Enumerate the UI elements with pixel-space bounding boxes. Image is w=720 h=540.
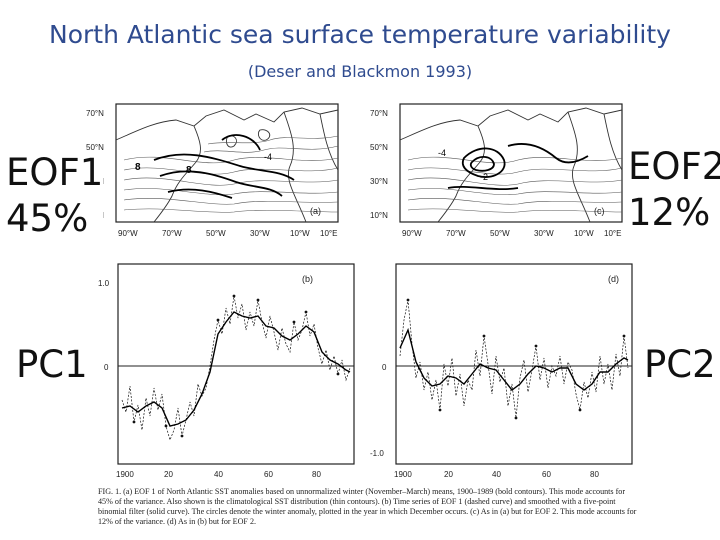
pc1-label: PC1 xyxy=(16,342,88,388)
ts-y-tick: 1.0 xyxy=(98,279,110,288)
map-lat-tick: 50°N xyxy=(86,143,104,152)
svg-text:8: 8 xyxy=(186,165,192,176)
ts-x-tick: 60 xyxy=(542,470,551,479)
eof2-label: EOF2 12% xyxy=(628,144,720,236)
ts-x-tick: 20 xyxy=(164,470,173,479)
map-lon-tick: 10°W xyxy=(290,229,310,238)
pc2-name: PC2 xyxy=(644,343,716,386)
map-lat-tick: 50°N xyxy=(370,143,388,152)
pc1-name: PC1 xyxy=(16,343,88,386)
map-panel-label: (a) xyxy=(310,206,321,216)
ts-y-tick: 0 xyxy=(382,363,387,372)
map-lon-tick: 70°W xyxy=(446,229,466,238)
ts-x-tick: 40 xyxy=(492,470,501,479)
svg-text:-2: -2 xyxy=(480,172,488,182)
eof1-name: EOF1 xyxy=(6,151,104,194)
map-lon-tick: 50°W xyxy=(490,229,510,238)
svg-text:-4: -4 xyxy=(264,152,272,162)
pc2-timeseries-panel: (d) 0 -1.0 1900 20 40 60 80 xyxy=(368,260,636,486)
map-panel-label: (c) xyxy=(594,206,605,216)
ts-x-tick: 20 xyxy=(444,470,453,479)
map-panel-eof1: 8 8 -4 (a) 70°N 50°N 30°N 10°N 90°W 70°W… xyxy=(84,100,346,248)
ts-panel-label: (b) xyxy=(302,274,313,284)
map-lon-tick: 30°W xyxy=(534,229,554,238)
ts-x-tick: 1900 xyxy=(394,470,412,479)
pc2-timeseries-figure: (d) 0 -1.0 1900 20 40 60 80 xyxy=(370,263,633,479)
map-lon-tick: 70°W xyxy=(162,229,182,238)
map-panel-eof2: -4 -2 (c) 70°N 50°N 30°N 10°N 90°W 70°W … xyxy=(368,100,630,248)
ts-x-tick: 1900 xyxy=(116,470,134,479)
ts-panel-label: (d) xyxy=(608,274,619,284)
pc2-label: PC2 xyxy=(644,342,716,388)
map-lon-tick: 30°W xyxy=(250,229,270,238)
eof2-percent: 12% xyxy=(628,191,711,234)
eof2-map-figure: -4 -2 (c) 70°N 50°N 30°N 10°N 90°W 70°W … xyxy=(370,103,623,238)
ts-x-tick: 80 xyxy=(312,470,321,479)
map-lon-tick: 90°W xyxy=(402,229,422,238)
ts-x-tick: 80 xyxy=(590,470,599,479)
eof1-label: EOF1 45% xyxy=(6,150,104,242)
svg-text:8: 8 xyxy=(135,162,141,173)
slide-title: North Atlantic sea surface temperature v… xyxy=(49,20,671,49)
map-lon-tick: 10°E xyxy=(604,229,621,238)
map-lat-tick: 30°N xyxy=(370,177,388,186)
map-lon-tick: 10°W xyxy=(574,229,594,238)
ts-x-tick: 60 xyxy=(264,470,273,479)
eof1-map-figure: 8 8 -4 (a) 70°N 50°N 30°N 10°N 90°W 70°W… xyxy=(86,103,339,238)
slide-subtitle: (Deser and Blackmon 1993) xyxy=(247,62,473,81)
map-lat-tick: 10°N xyxy=(370,211,388,220)
ts-x-tick: 40 xyxy=(214,470,223,479)
figure-caption: FIG. 1. (a) EOF 1 of North Atlantic SST … xyxy=(98,487,637,526)
map-lon-tick: 50°W xyxy=(206,229,226,238)
svg-text:-4: -4 xyxy=(438,148,446,158)
map-lat-tick: 70°N xyxy=(86,109,104,118)
eof1-percent: 45% xyxy=(6,197,89,240)
pc1-timeseries-panel: (b) 1.0 0 1900 20 40 60 80 xyxy=(96,260,360,486)
eof2-name: EOF2 xyxy=(628,145,720,188)
map-lon-tick: 90°W xyxy=(118,229,138,238)
map-lat-tick: 70°N xyxy=(370,109,388,118)
map-lon-tick: 10°E xyxy=(320,229,337,238)
ts-y-tick: -1.0 xyxy=(370,449,384,458)
pc1-timeseries-figure: (b) 1.0 0 1900 20 40 60 80 xyxy=(98,263,355,479)
ts-y-tick: 0 xyxy=(104,363,109,372)
